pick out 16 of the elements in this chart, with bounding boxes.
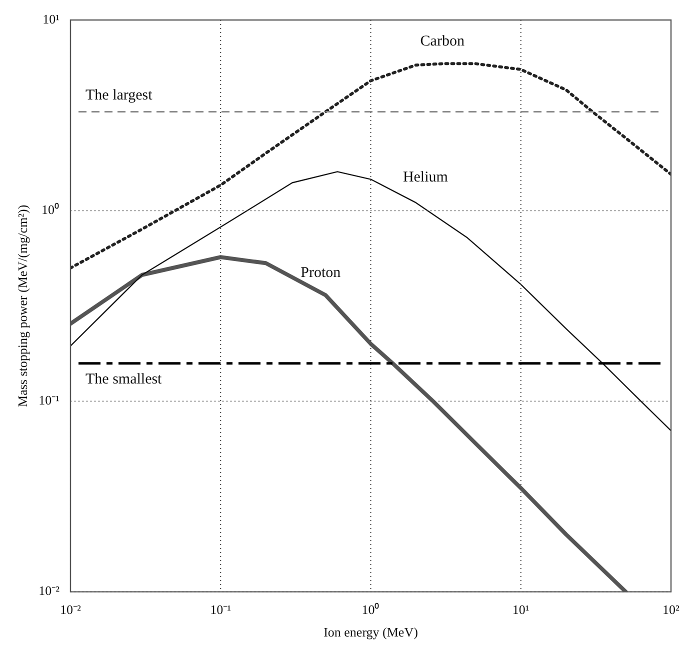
ref-line-label: The largest <box>85 88 154 104</box>
x-tick-label: 10⁻¹ <box>210 602 232 618</box>
series-label: Proton <box>300 265 342 282</box>
y-tick-label: 10⁻² <box>38 583 60 598</box>
y-tick-label: 10¹ <box>42 11 60 26</box>
y-tick-label: 10⁻¹ <box>38 392 60 408</box>
series-label: Helium <box>402 170 448 186</box>
x-tick-label: 10⁰ <box>362 602 380 618</box>
y-axis-title: Mass stopping power (MeV/(mg/cm²)) <box>15 204 30 407</box>
ref-line-label: The smallest <box>85 371 163 388</box>
x-tick-label: 10¹ <box>512 602 530 618</box>
x-tick-label: 10² <box>662 602 680 618</box>
series-label: Carbon <box>420 34 465 50</box>
x-axis-title: Ion energy (MeV) <box>324 624 418 640</box>
y-tick-label: 10⁰ <box>41 202 60 218</box>
x-tick-label: 10⁻² <box>60 602 82 618</box>
